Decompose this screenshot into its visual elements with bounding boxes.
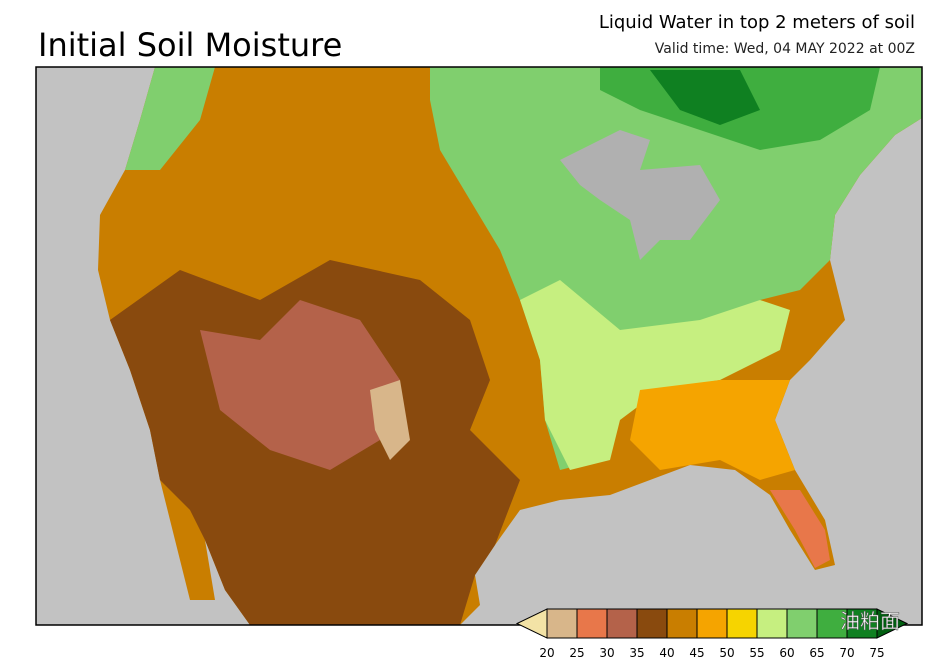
watermark: 油粕面	[840, 609, 900, 633]
colorbar: 20 25 30 35 40 45 50 55 60 65 70 75	[515, 608, 909, 660]
dry-core	[200, 300, 400, 470]
colorbar-label: 20	[539, 646, 554, 660]
driest	[370, 380, 410, 460]
colorbar-label: 45	[689, 646, 704, 660]
colorbar-swatch	[816, 608, 848, 639]
colorbar-label: 70	[839, 646, 854, 660]
very-wet	[650, 70, 760, 125]
title: Initial Soil Moisture	[38, 26, 342, 64]
colorbar-label: 65	[809, 646, 824, 660]
colorbar-swatch	[696, 608, 728, 639]
florida-dry	[770, 490, 830, 568]
colorbar-label: 40	[659, 646, 674, 660]
colorbar-swatch	[606, 608, 638, 639]
wet-east	[520, 280, 790, 470]
subtitle: Liquid Water in top 2 meters of soil	[599, 12, 915, 33]
colorbar-swatch	[546, 608, 578, 639]
pnw-green	[125, 67, 215, 170]
southeast-dry	[630, 380, 795, 480]
colorbar-label: 55	[749, 646, 764, 660]
colorbar-label: 60	[779, 646, 794, 660]
colorbar-arrow-high	[876, 608, 909, 639]
colorbar-label: 75	[869, 646, 884, 660]
valid-time: Valid time: Wed, 04 MAY 2022 at 00Z	[655, 41, 915, 57]
colorbar-swatch	[786, 608, 818, 639]
colorbar-swatch	[756, 608, 788, 639]
colorbar-swatch	[846, 608, 878, 639]
colorbar-label: 50	[719, 646, 734, 660]
colorbar-swatch	[666, 608, 698, 639]
great-lakes	[560, 130, 720, 260]
colorbar-swatch	[726, 608, 758, 639]
colorbar-swatch	[636, 608, 668, 639]
colorbar-label: 25	[569, 646, 584, 660]
colorbar-label: 35	[629, 646, 644, 660]
colorbar-label: 30	[599, 646, 614, 660]
colorbar-swatch	[576, 608, 608, 639]
map-frame	[35, 66, 923, 626]
map	[35, 66, 923, 626]
